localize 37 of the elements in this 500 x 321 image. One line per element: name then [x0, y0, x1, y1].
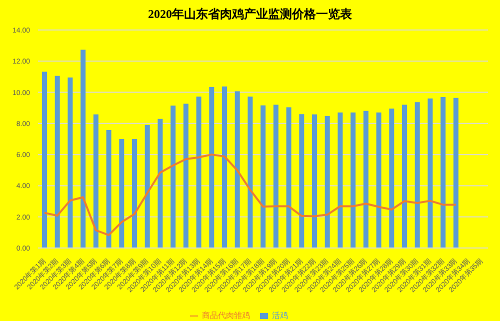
bar	[222, 86, 227, 248]
bar	[144, 124, 150, 248]
bar	[273, 104, 278, 248]
bar	[402, 104, 407, 248]
line-series	[43, 154, 457, 236]
bar	[196, 96, 202, 248]
bar	[414, 102, 420, 248]
bar	[132, 139, 137, 248]
bar	[376, 112, 382, 248]
bar	[389, 108, 394, 248]
legend-label: 商品代肉雏鸡	[202, 311, 250, 320]
bar	[260, 105, 266, 248]
bar	[248, 96, 253, 248]
bar	[338, 112, 343, 248]
bar	[209, 86, 214, 248]
bar	[119, 139, 124, 248]
bar	[286, 107, 292, 248]
bar	[42, 72, 47, 248]
bar	[106, 130, 112, 248]
bar	[453, 98, 458, 248]
bar	[93, 114, 98, 248]
bar	[312, 114, 317, 248]
bar	[428, 98, 433, 248]
chart-title: 2020年山东省肉鸡产业监测价格一览表	[147, 6, 353, 23]
bar	[299, 114, 304, 248]
bar	[170, 106, 176, 248]
bar	[363, 110, 368, 248]
bar	[68, 77, 73, 248]
bar	[183, 104, 188, 248]
bar	[54, 76, 60, 248]
bar	[440, 96, 446, 248]
bar	[80, 50, 86, 248]
legend-label: 活鸡	[272, 311, 288, 320]
bar	[324, 116, 330, 248]
bar	[158, 118, 163, 248]
bar	[234, 91, 240, 248]
bar	[350, 112, 356, 248]
